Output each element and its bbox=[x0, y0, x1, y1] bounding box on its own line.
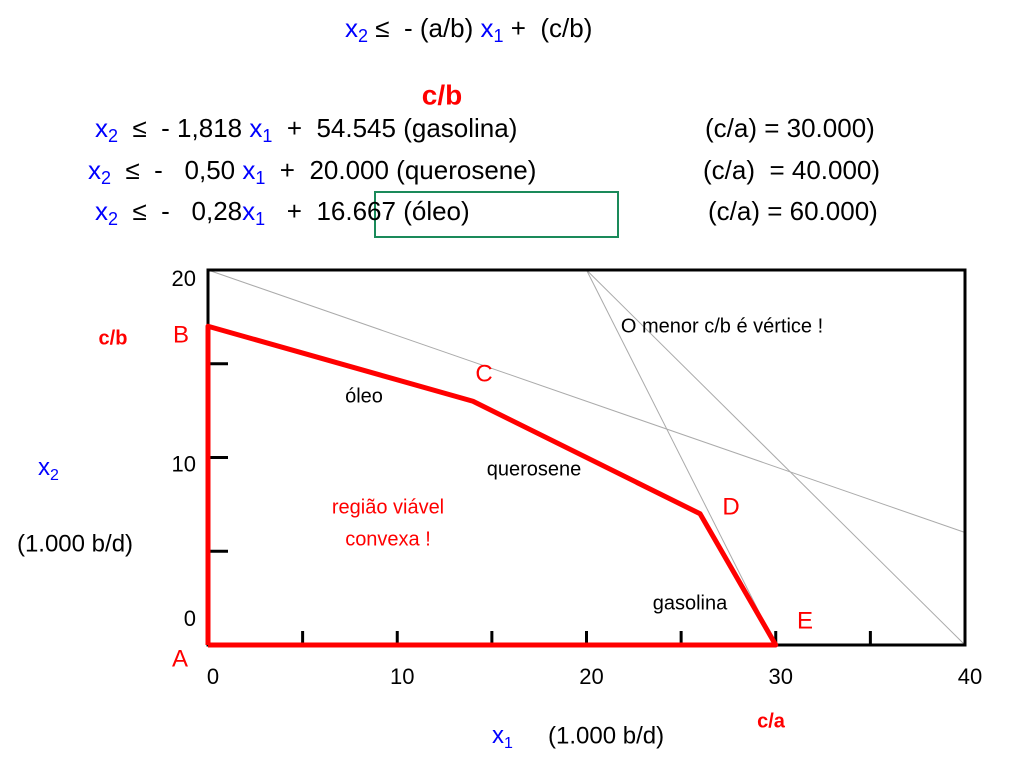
chart: 0 10 20 30 40 0 10 20 A B C D E O menor c/b é vértice… bbox=[17, 266, 982, 752]
axis-subscript: 2 bbox=[50, 467, 59, 484]
x-axis-unit: (1.000 b/d) bbox=[548, 722, 664, 749]
constraint-line bbox=[586, 269, 777, 646]
annotation: região viável bbox=[332, 496, 444, 518]
axis-subscript: 1 bbox=[504, 735, 513, 752]
axis-var: x bbox=[492, 722, 504, 749]
equation: x2 ≤ - 0,28x1 + 16.667 (óleo) bbox=[95, 196, 470, 229]
annotation: óleo bbox=[345, 385, 383, 407]
equation-ratio: (c/a) = 60.000) bbox=[708, 196, 878, 226]
axis-var: x bbox=[38, 454, 50, 481]
x-tick-label: 40 bbox=[958, 664, 982, 689]
feasible-region bbox=[205, 323, 779, 648]
text: + 54.545 (gasolina) bbox=[272, 113, 517, 143]
var: x bbox=[481, 13, 494, 43]
text: 16.667 (óleo) bbox=[316, 196, 469, 226]
text: ≤ - (a/b) bbox=[368, 13, 481, 43]
equation: x2 ≤ - 1,818 x1 + 54.545 (gasolina) bbox=[95, 113, 517, 146]
subscript: 1 bbox=[255, 209, 265, 229]
text: ≤ - 0,50 bbox=[111, 155, 242, 185]
y-tick-label: 10 bbox=[172, 451, 196, 476]
var: x bbox=[345, 13, 358, 43]
x-tick-label: 10 bbox=[390, 664, 414, 689]
vertex-label: C bbox=[475, 360, 492, 387]
var: x bbox=[249, 113, 262, 143]
annotation: O menor c/b é vértice ! bbox=[621, 315, 823, 337]
section-title: c/b bbox=[422, 79, 462, 110]
subscript: 2 bbox=[101, 168, 111, 188]
text: + (c/b) bbox=[504, 13, 593, 43]
y-tick-label: 20 bbox=[172, 266, 196, 291]
equation: x2 ≤ - 0,50 x1 + 20.000 (querosene) bbox=[88, 155, 536, 188]
constraint-line bbox=[207, 269, 966, 533]
highlight-box bbox=[374, 191, 619, 238]
var: x bbox=[242, 196, 255, 226]
equation-ratio: (c/a) = 30.000) bbox=[705, 113, 875, 143]
y-mark: c/b bbox=[99, 327, 128, 349]
subscript: 2 bbox=[358, 26, 368, 46]
header-formula: x2 ≤ - (a/b) x1 + (c/b) bbox=[345, 13, 592, 46]
x-mark: c/a bbox=[757, 710, 786, 732]
annotation: querosene bbox=[487, 458, 582, 480]
subscript: 1 bbox=[255, 168, 265, 188]
text: ≤ - 0,28 bbox=[118, 196, 242, 226]
x-tick-label: 0 bbox=[207, 664, 219, 689]
equation-ratio: (c/a) = 40.000) bbox=[703, 155, 880, 185]
vertex-label: D bbox=[722, 493, 739, 520]
text: ≤ - 1,818 bbox=[118, 113, 249, 143]
y-tick-label: 0 bbox=[184, 606, 196, 631]
var: x bbox=[242, 155, 255, 185]
annotation: convexa ! bbox=[345, 528, 431, 550]
subscript: 1 bbox=[494, 26, 504, 46]
x-axis-label: x1 bbox=[492, 722, 513, 752]
vertex-label: B bbox=[173, 321, 189, 348]
var: x bbox=[95, 196, 108, 226]
subscript: 2 bbox=[108, 126, 118, 146]
subscript: 2 bbox=[108, 209, 118, 229]
var: x bbox=[88, 155, 101, 185]
var: x bbox=[95, 113, 108, 143]
constraint-line bbox=[586, 269, 966, 646]
subscript: 1 bbox=[262, 126, 272, 146]
y-axis-label: x2 bbox=[38, 454, 59, 484]
vertex-label: A bbox=[172, 645, 188, 672]
text: + bbox=[265, 196, 316, 226]
vertex-label: E bbox=[797, 607, 813, 634]
x-tick-label: 30 bbox=[769, 664, 793, 689]
text: + 20.000 (querosene) bbox=[265, 155, 536, 185]
annotation: gasolina bbox=[653, 592, 728, 614]
y-axis-unit: (1.000 b/d) bbox=[17, 530, 133, 557]
x-tick-label: 20 bbox=[579, 664, 603, 689]
